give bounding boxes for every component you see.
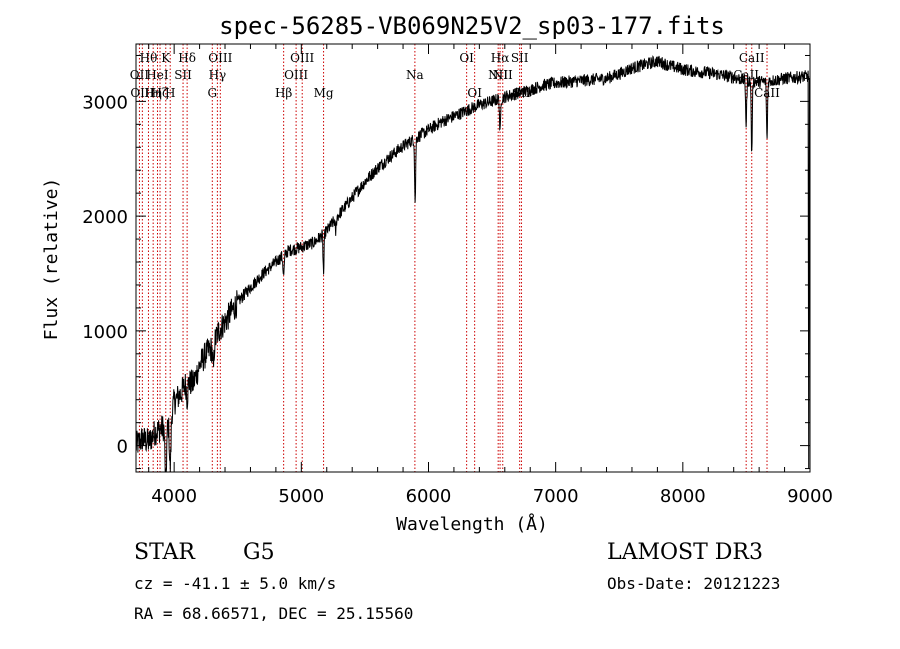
coordinates: RA = 68.66571, DEC = 25.15560 [134,604,414,623]
y-tick-label-2: 2000 [82,207,128,228]
line-marker-labels: OIIOIIIHθHηHeIHζKHSIIHδGHγOIIIHβOIIIOIII… [130,51,780,100]
marker-label-10: G [208,86,218,100]
x-tick-label-5: 9000 [787,486,833,507]
marker-label-18: OI [459,51,474,65]
marker-label-14: OIII [284,68,308,82]
marker-label-13: Hβ [275,86,292,100]
object-class: STAR [134,540,195,565]
marker-label-6: K [161,51,171,65]
y-axis-label: Flux (relative) [41,178,62,341]
x-tick-label-2: 6000 [406,486,452,507]
marker-label-0: OII [130,68,150,82]
survey-name: LAMOST DR3 [607,540,763,565]
marker-label-17: Na [406,68,424,82]
x-tick-label-1: 5000 [278,486,324,507]
marker-label-3: Hη [144,86,162,100]
marker-label-9: Hδ [178,51,196,65]
marker-label-26: CaII [739,51,765,65]
marker-label-5: Hζ [152,86,169,100]
x-axis-label: Wavelength (Å) [396,513,548,535]
marker-label-20: NII [488,68,508,82]
redshift-value: cz = -41.1 ± 5.0 km/s [134,574,337,593]
marker-label-12: OIII [208,51,232,65]
y-tick-label-0: 0 [117,437,128,458]
y-axis: 0 1000 2000 3000 [82,54,810,470]
y-tick-label-1: 1000 [82,322,128,343]
line-markers [138,44,768,472]
x-tick-label-4: 8000 [660,486,706,507]
marker-label-8: SII [174,68,192,82]
spectrum-line [135,55,810,473]
marker-label-23: SII [511,51,529,65]
marker-label-15: OIII [290,51,314,65]
marker-label-2: Hθ [140,51,158,65]
marker-label-7: H [165,86,175,100]
x-axis: 4000 5000 6000 7000 8000 9000 [148,44,833,507]
obs-date: Obs-Date: 20121223 [607,574,781,593]
marker-label-11: Hγ [209,68,227,82]
marker-label-27: CaII [754,86,780,100]
marker-label-19: OI [467,86,482,100]
marker-label-4: HeI [146,68,169,82]
marker-label-21: Hα [491,51,510,65]
y-tick-label-3: 3000 [82,92,128,113]
object-subclass: G5 [243,540,275,565]
marker-label-22: NII [493,68,513,82]
x-tick-label-3: 7000 [533,486,579,507]
x-tick-label-0: 4000 [151,486,197,507]
marker-label-16: Mg [314,86,334,100]
chart-title: spec-56285-VB069N25V2_sp03-177.fits [219,12,725,40]
plot-frame [135,43,811,473]
